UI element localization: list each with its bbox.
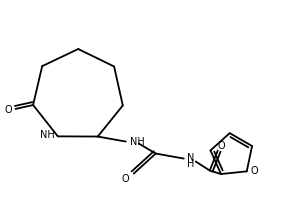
Text: N: N xyxy=(187,153,194,163)
Text: H: H xyxy=(187,159,194,169)
Text: O: O xyxy=(122,174,130,184)
Text: NH: NH xyxy=(40,130,55,140)
Text: O: O xyxy=(251,166,258,176)
Text: O: O xyxy=(218,141,226,151)
Text: O: O xyxy=(5,105,13,115)
Text: NH: NH xyxy=(130,137,145,147)
